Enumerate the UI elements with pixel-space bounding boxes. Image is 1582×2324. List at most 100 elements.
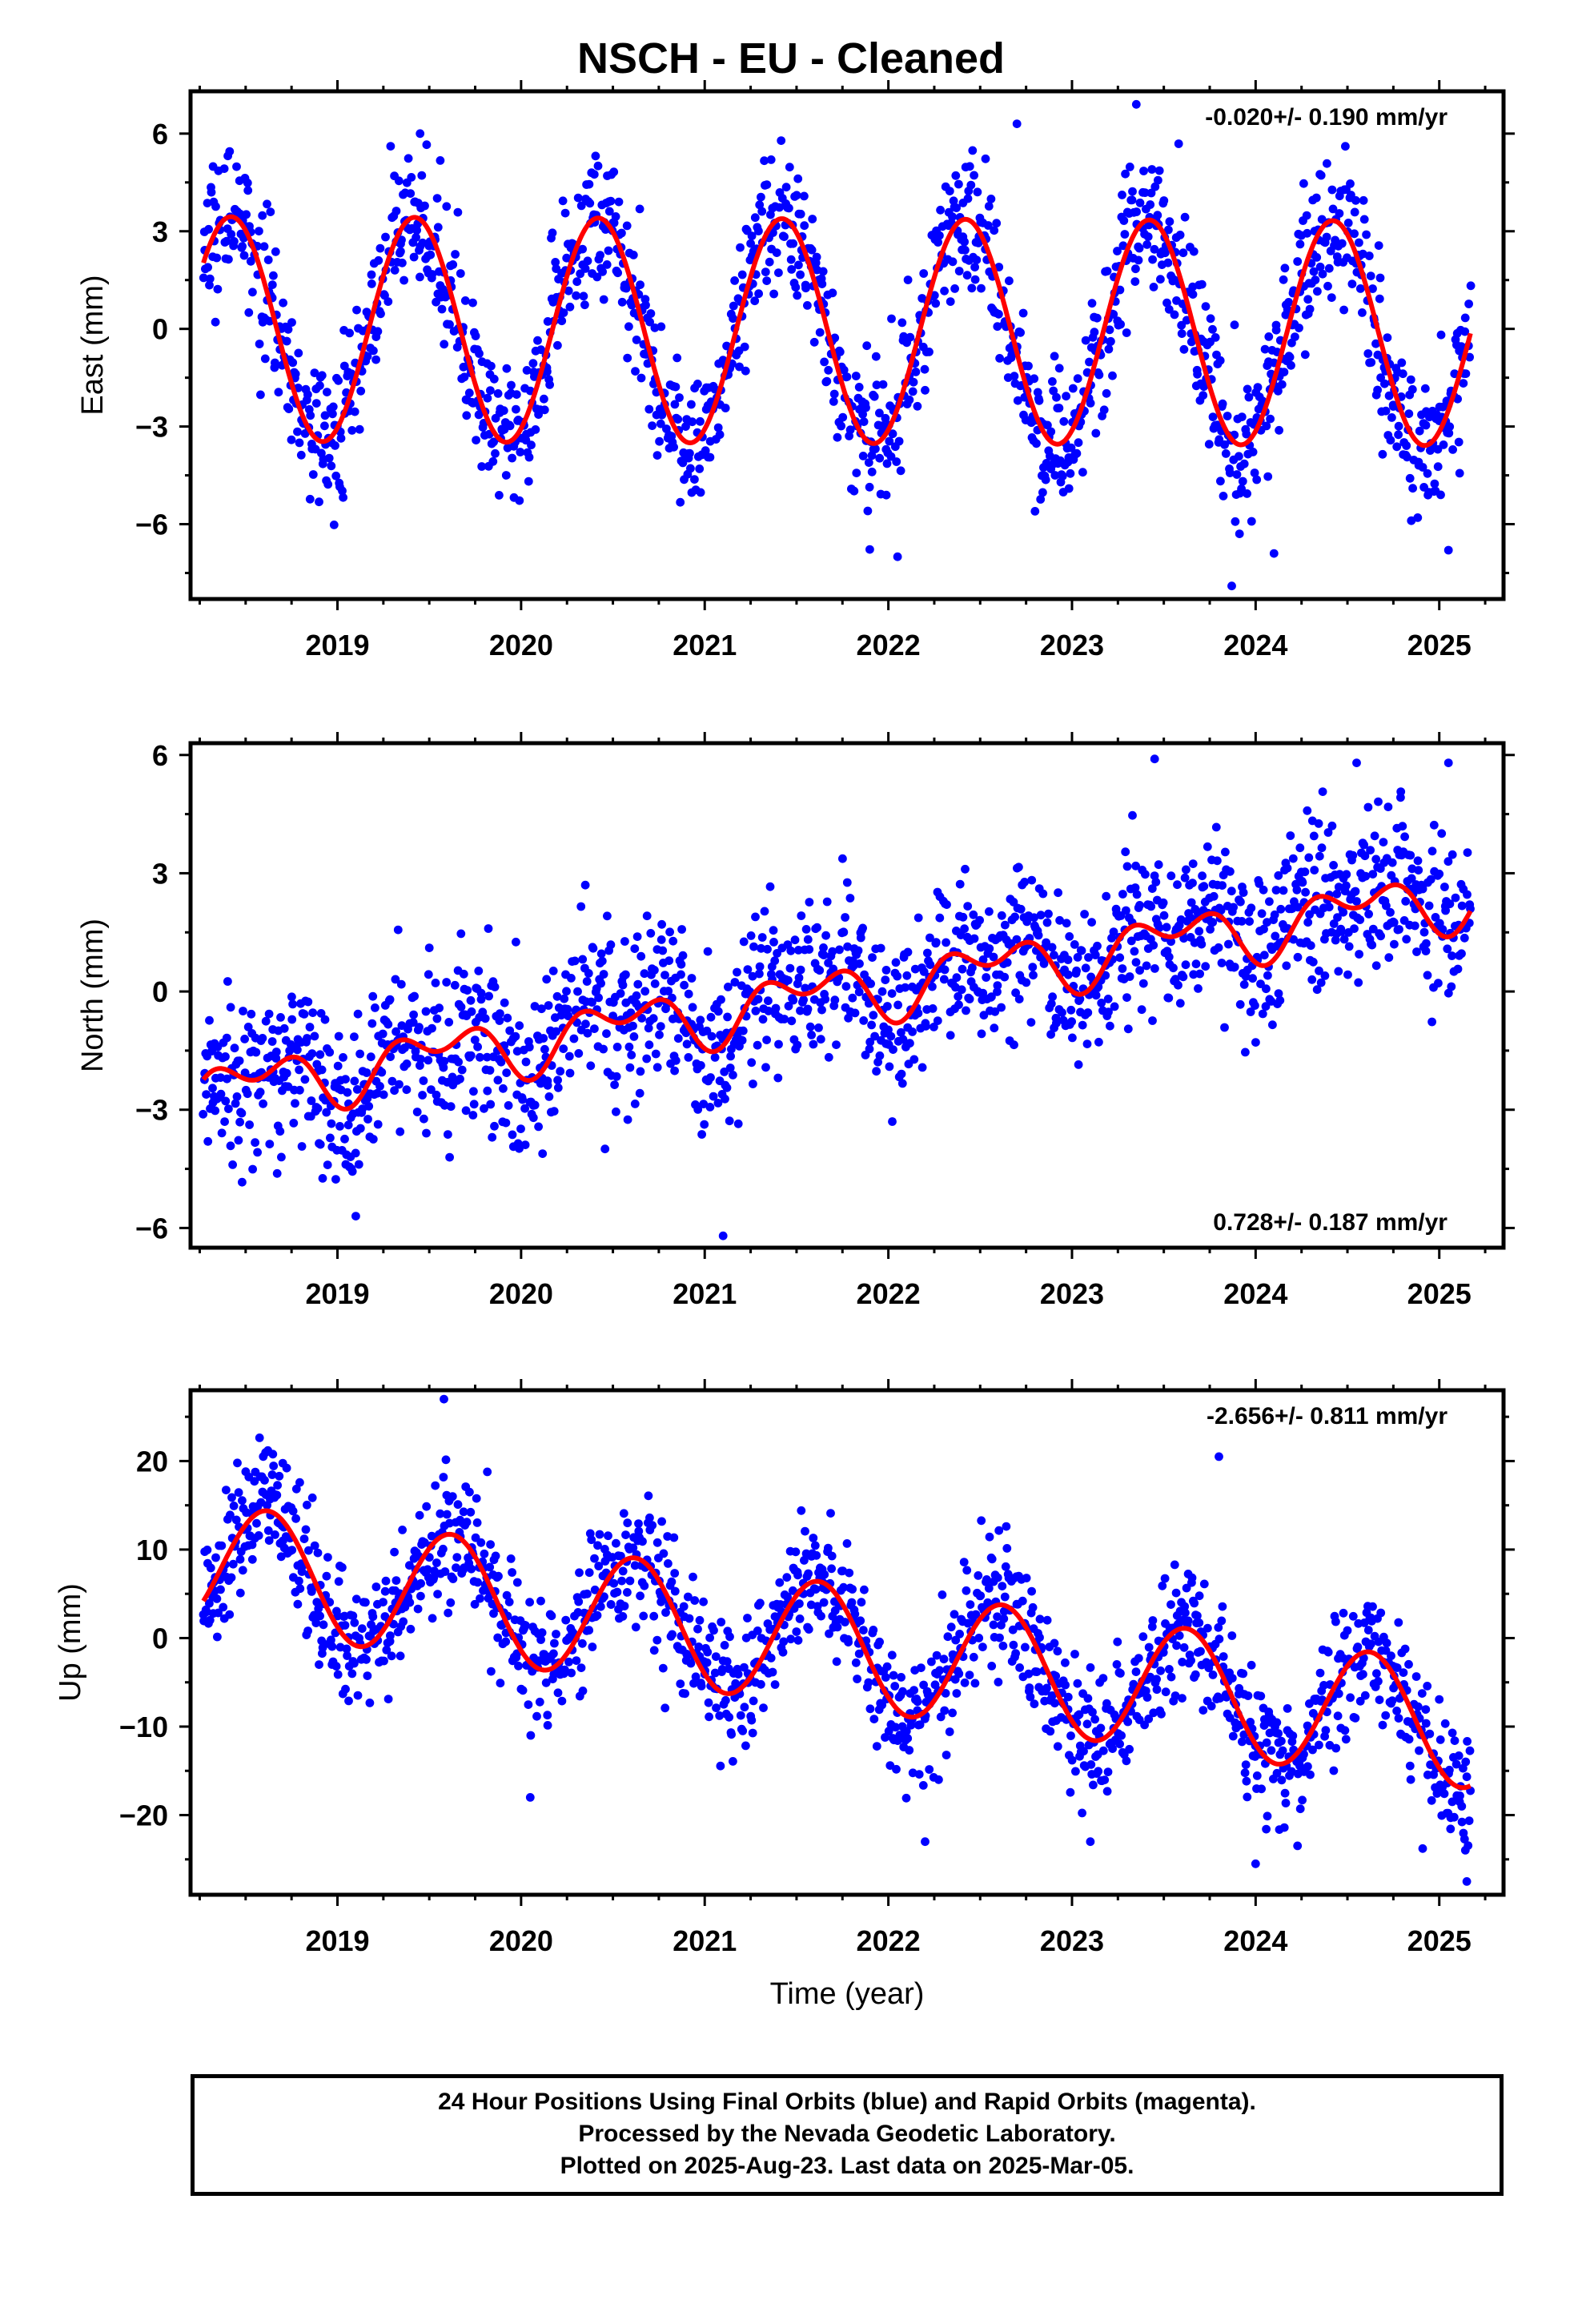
data-point [341,1075,350,1084]
data-point [1082,1719,1092,1729]
data-point [224,255,233,264]
data-point [1150,754,1159,764]
data-point [390,1086,399,1096]
data-point [428,270,437,279]
data-point [1343,970,1352,979]
data-point [242,210,251,219]
data-point [396,979,406,989]
data-point [377,1068,387,1077]
data-point [549,1107,559,1116]
data-point [709,1092,718,1101]
data-point [1144,1642,1154,1652]
data-point [1386,907,1395,917]
data-point [994,1526,1004,1535]
data-point [1011,988,1020,998]
data-point [677,970,685,979]
data-point [423,1565,432,1574]
data-point [855,959,864,968]
data-point [544,1001,553,1010]
data-point [697,1130,706,1139]
data-point [1427,1795,1436,1805]
data-point [1333,1711,1343,1721]
data-point [1318,787,1327,796]
data-point [422,1128,431,1138]
data-point [415,1510,424,1520]
data-point [1317,843,1327,853]
data-point [1146,188,1156,198]
data-point [258,211,267,220]
data-point [1444,428,1454,438]
data-point [351,1594,361,1604]
data-point [1152,1685,1162,1695]
data-point [232,162,241,171]
data-point [1216,476,1225,486]
data-point [661,1703,670,1713]
data-point [766,1654,776,1663]
data-point [436,156,445,165]
data-point [1238,476,1247,486]
data-point [1066,468,1075,478]
data-point [995,1633,1004,1642]
data-point [275,1471,284,1481]
data-point [520,1140,530,1149]
data-point [1132,207,1141,216]
data-point [334,376,343,385]
data-point [267,1037,277,1046]
data-point [542,975,552,984]
data-point [487,1667,496,1676]
data-point [993,987,1002,996]
data-point [1355,915,1365,924]
data-point [412,1108,422,1116]
data-point [591,151,600,161]
data-point [1351,1714,1360,1723]
data-point [383,1695,393,1704]
data-point [293,1045,302,1055]
data-point [801,925,811,934]
data-point [697,1682,706,1691]
data-point [301,1525,311,1534]
data-point [295,1576,303,1586]
data-point [364,1102,374,1111]
data-point [381,1576,391,1586]
data-point [1258,1009,1267,1019]
data-point [1239,888,1248,897]
data-point [1230,963,1239,971]
data-points [199,754,1475,1240]
data-point [1441,906,1450,915]
data-point [641,300,650,310]
data-point [617,1576,626,1586]
data-point [1224,939,1233,949]
data-point [341,1684,350,1694]
data-point [716,1761,725,1771]
data-point [1372,1669,1381,1679]
data-point [1262,984,1271,994]
data-point [323,1160,332,1169]
data-point [468,1111,478,1120]
data-point [1260,344,1270,354]
data-point [508,453,516,463]
data-point [1008,1625,1018,1634]
data-point [375,243,385,253]
data-point [1269,549,1279,558]
data-point [858,409,867,419]
data-point [562,987,571,996]
data-point [1261,1002,1271,1011]
data-point [390,266,400,275]
data-point [1339,1608,1348,1618]
data-point [263,255,273,264]
data-point [693,1624,702,1634]
data-point [295,1478,304,1487]
data-point [613,268,622,278]
data-point [1186,898,1196,907]
data-point [333,1061,343,1071]
data-point [461,1106,471,1116]
data-point [706,1073,715,1082]
data-point [842,1539,852,1548]
data-point [1036,911,1046,920]
data-point [612,1538,620,1548]
data-point [1315,1668,1325,1678]
data-point [1367,940,1377,950]
data-point [1030,913,1038,923]
data-point [466,1507,476,1517]
data-point [226,1141,235,1151]
